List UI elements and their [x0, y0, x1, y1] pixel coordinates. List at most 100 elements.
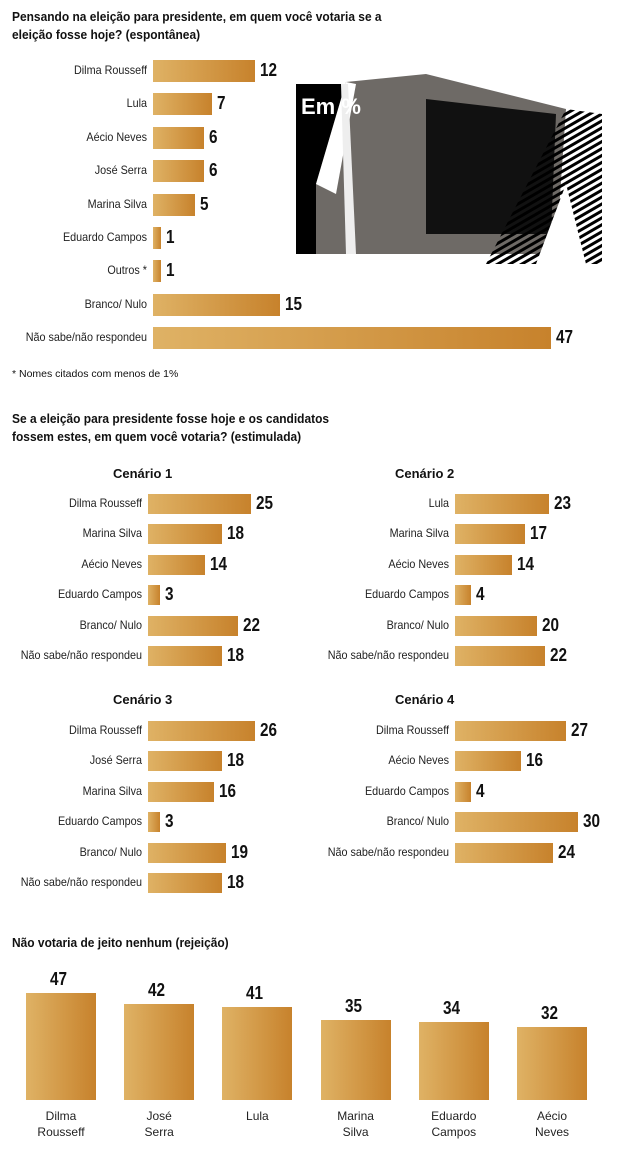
bar [153, 60, 255, 82]
bar-label: José Serra [89, 753, 142, 768]
value-label: 14 [517, 553, 535, 574]
bar-label: Não sabe/não respondeu [327, 844, 449, 859]
bar-label: Marina Silva [82, 783, 142, 798]
value-label: 20 [542, 614, 560, 635]
bar [455, 751, 521, 772]
bar-label: Eduardo Campos [57, 814, 142, 829]
bar [148, 615, 239, 636]
photo-caption: Em % [301, 94, 361, 119]
value-label: 14 [210, 553, 228, 574]
bar-label: Lula [126, 96, 147, 111]
bar-label: Branco/ Nulo [386, 814, 449, 829]
bar-label: Outros * [107, 263, 147, 278]
bar-label: Dilma Rousseff [375, 723, 449, 737]
stimulated-title: Se a eleição para presidente fosse hoje … [12, 411, 330, 444]
bar [455, 615, 537, 636]
rejection-label: José Serra [144, 1109, 174, 1139]
bar [455, 554, 513, 575]
value-label: 22 [243, 614, 261, 635]
bar [148, 842, 226, 863]
spontaneous-title: Pensando na eleição para presidente, em … [12, 9, 382, 42]
bar-label: Branco/ Nulo [84, 296, 147, 311]
bar-label: José Serra [94, 163, 147, 178]
value-label: 4 [476, 780, 485, 801]
scenario-header: Cenário 3 [113, 692, 173, 707]
bar-label: Marina Silva [87, 196, 147, 211]
value-label: 4 [476, 584, 485, 605]
bar-label: Lula [428, 496, 449, 510]
value-label: 16 [218, 780, 236, 801]
value-label: 22 [550, 645, 568, 665]
bar-label: Eduardo Campos [364, 783, 449, 798]
bar [455, 494, 550, 514]
value-label: 1 [166, 260, 175, 281]
bar [153, 160, 204, 183]
bar-label: Não sabe/não respondeu [327, 648, 449, 662]
value-label: 25 [255, 493, 273, 513]
bar-label: Aécio Neves [388, 556, 449, 571]
bar-label: Branco/ Nulo [79, 617, 142, 632]
bar-label: Aécio Neves [86, 129, 147, 144]
bar [455, 781, 472, 802]
value-label: 3 [165, 584, 174, 605]
bar-label: Dilma Rousseff [68, 496, 142, 510]
value-label: 27 [570, 720, 588, 740]
bar [148, 751, 222, 772]
value-label: 18 [226, 750, 244, 771]
bar [148, 646, 222, 666]
bar [148, 554, 206, 575]
rejection-value: 47 [50, 968, 68, 989]
rejection-value: 42 [148, 980, 166, 1001]
rejection-value: 34 [442, 998, 460, 1019]
bar-label: Eduardo Campos [62, 230, 147, 244]
bar [148, 524, 222, 545]
bar [148, 812, 161, 833]
rejection-bar [517, 1027, 587, 1100]
rejection-bar [222, 1006, 293, 1100]
scenario-header: Cenário 1 [113, 466, 173, 481]
rejection-label: Aécio Neves [534, 1109, 569, 1139]
rejection-value: 35 [344, 996, 362, 1017]
bar-label: Eduardo Campos [364, 587, 449, 602]
bar [153, 327, 552, 350]
rejection-bar [320, 1020, 391, 1100]
bar [148, 494, 251, 514]
rejection-value: 32 [541, 1003, 559, 1024]
value-label: 15 [285, 293, 303, 314]
value-label: 23 [554, 493, 572, 513]
bar-label: Aécio Neves [388, 753, 449, 768]
bar-label: Não sabe/não respondeu [25, 330, 148, 345]
value-label: 1 [166, 227, 175, 247]
rejection-label: Lula [246, 1109, 269, 1123]
bar [455, 524, 525, 545]
bar [153, 227, 162, 249]
value-label: 7 [217, 93, 226, 114]
rejection-bar [418, 1022, 489, 1100]
value-label: 47 [556, 327, 574, 348]
bar [455, 842, 554, 863]
value-label: 3 [165, 811, 174, 832]
bar [455, 721, 566, 741]
bar-label: Dilma Rousseff [73, 63, 147, 77]
value-label: 18 [226, 872, 244, 892]
value-label: 16 [525, 750, 543, 771]
bar-label: Branco/ Nulo [79, 844, 142, 859]
value-label: 18 [226, 523, 244, 544]
bar-label: Aécio Neves [81, 556, 142, 571]
bar [148, 585, 161, 606]
bar [148, 781, 214, 802]
bar [153, 93, 213, 116]
value-label: 26 [259, 720, 277, 740]
rejection-bar [26, 992, 96, 1100]
bar-label: Marina Silva [389, 526, 449, 541]
bar [148, 873, 222, 893]
bar [148, 721, 255, 741]
value-label: 17 [529, 523, 547, 544]
footnote: * Nomes citados com menos de 1% [12, 368, 179, 380]
rejection-label: Marina Silva [337, 1109, 374, 1139]
bar [153, 126, 204, 149]
bar [153, 293, 281, 316]
palace-illustration: Em % [296, 74, 602, 264]
value-label: 30 [583, 811, 601, 832]
value-label: 18 [226, 645, 244, 665]
